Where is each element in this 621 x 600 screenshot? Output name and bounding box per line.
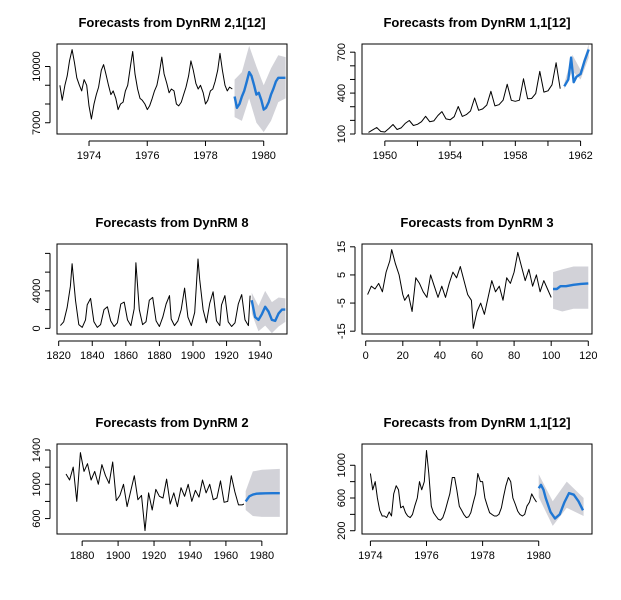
plot-frame: [361, 243, 593, 335]
x-tick-label: 1920: [142, 550, 166, 562]
x-tick-label: 1976: [135, 150, 159, 162]
chart-panel-5: Forecasts from DynRM 2 1880 1900 1920 1940 19…: [31, 415, 288, 562]
plot-frame: [56, 43, 288, 135]
x-tick-label: 1974: [358, 550, 382, 562]
plot-frame: [56, 243, 288, 335]
x-tick-label: 1840: [80, 350, 104, 362]
x-tick-label: 1900: [181, 350, 205, 362]
y-tick-label: 4000: [31, 279, 43, 303]
x-tick-label: 100: [542, 350, 560, 362]
forecast-line: [537, 483, 585, 520]
y-tick-label: 5: [336, 272, 348, 278]
x-tick-label: 1954: [438, 150, 462, 162]
chart-title: Forecasts from DynRM 1,1[12]: [383, 15, 570, 30]
x-tick-label: 80: [508, 350, 520, 362]
observed-line: [367, 249, 552, 329]
y-tick-label: 1000: [31, 472, 43, 496]
y-tick-label: 100: [336, 125, 348, 143]
x-tick-label: 1940: [178, 550, 202, 562]
y-tick-label: 10000: [31, 51, 43, 82]
x-tick-label: 1980: [250, 550, 274, 562]
x-tick-label: 1900: [106, 550, 130, 562]
y-tick-label: 200: [336, 522, 348, 540]
chart-title: Forecasts from DynRM 8: [95, 215, 248, 230]
observed-line: [60, 258, 251, 328]
y-tick-label: 0: [31, 325, 43, 331]
y-tick-label: 600: [31, 509, 43, 527]
x-tick-label: 120: [579, 350, 597, 362]
forecast-line: [250, 300, 286, 323]
forecast-line: [244, 492, 280, 503]
chart-panel-1: Forecasts from DynRM 2,1[12] 1974 1976 1978…: [31, 15, 288, 162]
x-tick-label: 1980: [251, 150, 275, 162]
y-tick-label: 700: [336, 43, 348, 61]
y-tick-label: -5: [336, 298, 348, 308]
x-tick-label: 1880: [70, 550, 94, 562]
chart-title: Forecasts from DynRM 2,1[12]: [78, 15, 265, 30]
forecast-line: [553, 282, 589, 291]
y-tick-label: 1000: [336, 453, 348, 477]
x-tick-label: 1860: [114, 350, 138, 362]
x-tick-label: 20: [397, 350, 409, 362]
x-tick-label: 1958: [503, 150, 527, 162]
x-tick-label: 1978: [470, 550, 494, 562]
x-tick-label: 1940: [248, 350, 272, 362]
pi95-band: [553, 266, 589, 312]
x-tick-label: 1820: [46, 350, 70, 362]
x-tick-label: 40: [434, 350, 446, 362]
chart-title: Forecasts from DynRM 1,1[12]: [383, 415, 570, 430]
x-tick-label: 1880: [147, 350, 171, 362]
pi80-band: [234, 55, 286, 123]
plot-frame: [361, 43, 593, 135]
plot-frame: [56, 443, 288, 535]
x-tick-label: 1980: [526, 550, 550, 562]
observed-line: [59, 49, 233, 120]
x-tick-label: 1962: [568, 150, 592, 162]
x-tick-label: 1950: [373, 150, 397, 162]
chart-title: Forecasts from DynRM 2: [95, 415, 248, 430]
x-tick-label: 0: [363, 350, 369, 362]
x-tick-label: 1978: [193, 150, 217, 162]
y-tick-label: 7000: [31, 111, 43, 135]
x-tick-label: 60: [471, 350, 483, 362]
y-tick-label: 600: [336, 489, 348, 507]
y-tick-label: 1400: [31, 438, 43, 462]
pi95-band: [564, 44, 589, 89]
chart-title: Forecasts from DynRM 3: [400, 215, 553, 230]
x-tick-label: 1960: [214, 550, 238, 562]
x-tick-label: 1974: [77, 150, 101, 162]
observed-line: [65, 452, 245, 532]
y-tick-label: 400: [336, 84, 348, 102]
chart-panel-3: Forecasts from DynRM 8 1820 1840 1860 1880 19…: [31, 215, 288, 362]
x-tick-label: 1920: [214, 350, 238, 362]
x-tick-label: 1976: [414, 550, 438, 562]
y-tick-label: 15: [336, 241, 348, 253]
chart-panel-2: Forecasts from DynRM 1,1[12] 1950 1954 1958…: [336, 15, 593, 162]
chart-panel-6: Forecasts from DynRM 1,1[12] 1974 1976 1978…: [336, 415, 593, 562]
observed-line: [368, 62, 561, 133]
y-tick-label: -15: [336, 323, 348, 339]
forecast-line: [233, 70, 286, 111]
forecast-line: [563, 49, 590, 87]
chart-panel-4: Forecasts from DynRM 3 0 20 40 60 80 100 120 -15…: [336, 215, 597, 362]
observed-line: [369, 450, 537, 521]
plot-frame: [361, 443, 593, 535]
